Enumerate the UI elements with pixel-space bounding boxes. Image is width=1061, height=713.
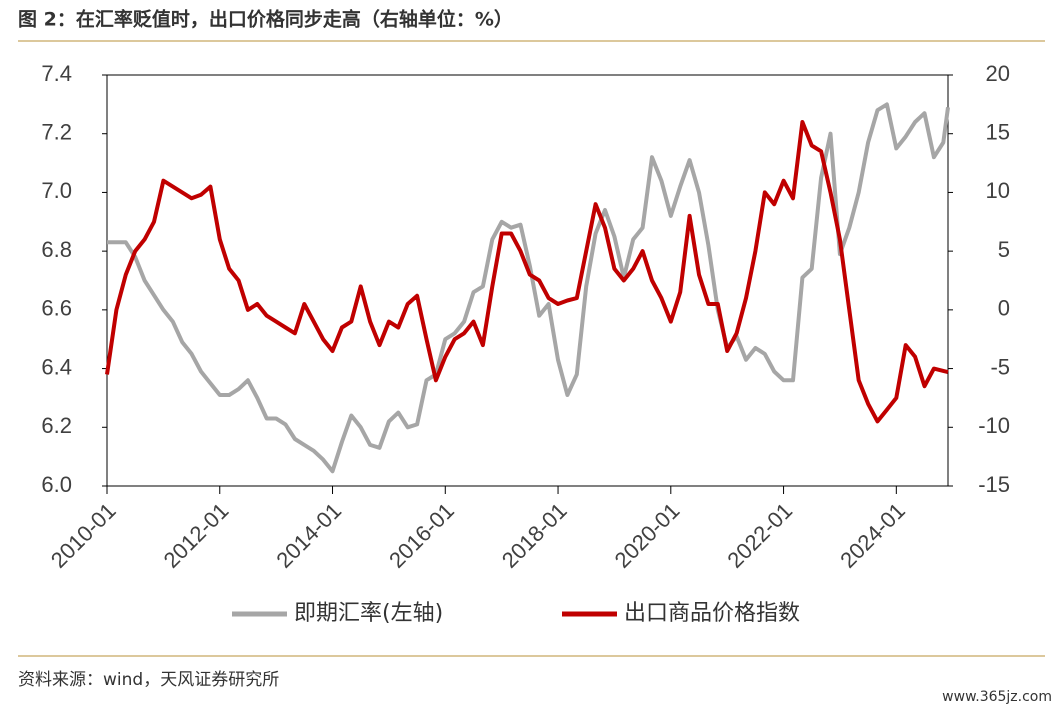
y2-tick-label: 15 [986,120,1010,145]
y2-tick-label: 20 [986,61,1010,86]
y-tick-label: 7.0 [41,178,72,203]
source: 资料来源：wind，天风证券研究所 [18,670,279,690]
legend-label: 出口商品价格指数 [624,601,800,626]
y-tick-label: 6.4 [41,354,72,379]
x-tick-label: 2014-01 [271,498,346,573]
y2-tick-label: -15 [978,472,1010,497]
y2-tick-label: 5 [998,237,1010,262]
x-tick-label: 2018-01 [497,498,572,573]
y-tick-label: 6.8 [41,237,72,262]
y-tick-label: 7.2 [41,120,72,145]
y-tick-label: 6.6 [41,296,72,321]
series-line [107,102,950,474]
x-tick-label: 2010-01 [46,498,121,573]
y-tick-label: 6.0 [41,472,72,497]
chart-title: 图 2：在汇率贬值时，出口价格同步走高（右轴单位：%） [18,8,513,31]
y2-tick-label: -5 [990,354,1010,379]
series-line [105,120,949,424]
y2-tick-label: 0 [998,296,1010,321]
x-tick-label: 2020-01 [610,498,685,573]
y2-tick-label: -10 [978,413,1010,438]
x-tick-label: 2024-01 [835,498,910,573]
y-tick-label: 6.2 [41,413,72,438]
x-tick-label: 2022-01 [722,498,797,573]
x-tick-label: 2012-01 [159,498,234,573]
legend-label: 即期汇率(左轴) [294,601,443,626]
x-tick-label: 2016-01 [384,498,459,573]
watermark: www.365jz.com [942,689,1052,705]
y2-tick-label: 10 [986,178,1010,203]
y-tick-label: 7.4 [41,61,72,86]
